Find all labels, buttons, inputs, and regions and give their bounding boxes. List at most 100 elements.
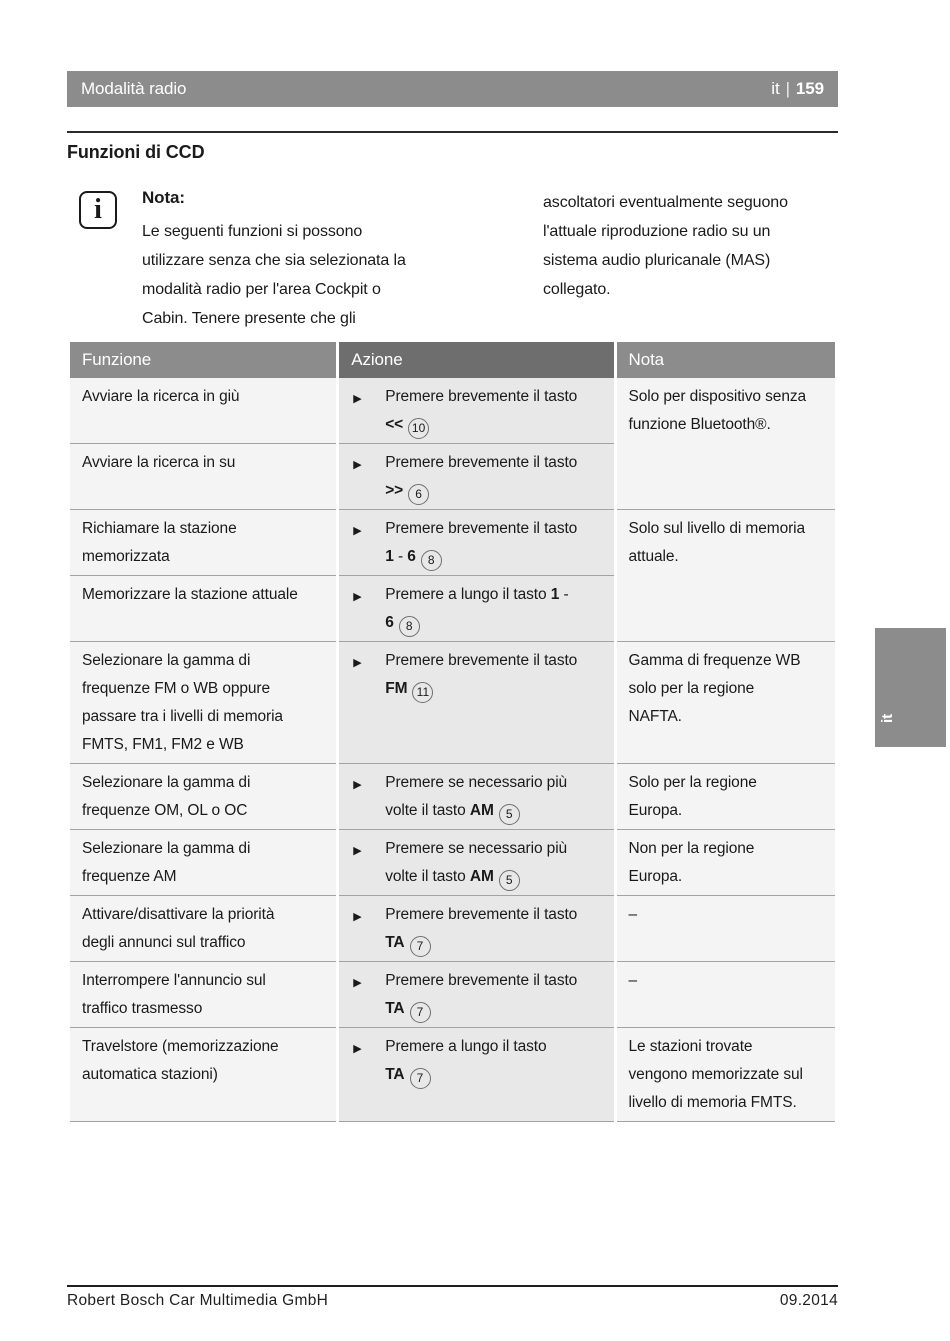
azione-content: ▶ Premere se necessario più volte il tasto… (353, 769, 601, 825)
key-label: 6 (385, 614, 394, 631)
funzione-cell: Selezionare la gamma di frequenze FM o W… (70, 642, 337, 764)
table-row: Memorizzare la stazione attuale ▶ Premere … (70, 576, 835, 642)
azione-text: Premere brevemente il tasto TA 7 (385, 967, 601, 1023)
table-row: Selezionare la gamma di frequenze FM o W… (70, 642, 835, 764)
action-bullet-icon: ▶ (353, 779, 362, 791)
table-row: Selezionare la gamma di frequenze OM, OL… (70, 764, 835, 830)
key-label: << (385, 416, 404, 433)
footer-date: 09.2014 (779, 1292, 838, 1309)
action-bullet-icon: ▶ (353, 977, 362, 989)
azione-content: ▶ Premere a lungo il tasto TA 7 (353, 1033, 601, 1089)
key-label: TA (385, 1000, 405, 1017)
action-bullet-icon: ▶ (353, 393, 362, 405)
funzione-cell: Interrompere l'annuncio sul traffico tra… (70, 962, 337, 1028)
table-header-row: Funzione Azione Nota (70, 342, 835, 378)
action-bullet-icon: ▶ (353, 911, 362, 923)
nota-cell: Non per la regione Europa. (616, 830, 835, 896)
header-rule (67, 131, 838, 133)
column-header-funzione: Funzione (70, 342, 337, 378)
table-row: Avviare la ricerca in giù ▶ Premere brevem… (70, 378, 835, 510)
azione-content: ▶ Premere brevemente il tasto TA 7 (353, 967, 601, 1023)
key-number-badge: 11 (412, 681, 434, 703)
info-icon: i (79, 191, 117, 229)
table-row: Selezionare la gamma di frequenze AM ▶ Pre… (70, 830, 835, 896)
azione-cell: ▶ Premere brevemente il tasto >> 6 (339, 444, 614, 510)
action-bullet-icon: ▶ (353, 657, 362, 669)
footer-company: Robert Bosch Car Multimedia GmbH (67, 1292, 329, 1309)
azione-text: Premere brevemente il tasto >> 6 (385, 449, 601, 505)
azione-content: ▶ Premere brevemente il tasto FM 11 (353, 647, 601, 703)
page-number: 159 (795, 79, 824, 98)
table-row: Attivare/disattivare la priorità degli a… (70, 896, 835, 962)
note-label: Nota: (142, 188, 185, 207)
key-label: 6 (407, 548, 416, 565)
page-footer: Robert Bosch Car Multimedia GmbH 09.2014 (67, 1292, 838, 1310)
key-number-badge: 10 (408, 417, 430, 439)
key-number-badge: 5 (498, 869, 520, 891)
funzione-cell: Attivare/disattivare la priorità degli a… (70, 896, 337, 962)
nota-cell: – (616, 896, 835, 962)
funzione-cell: Travelstore (memorizzazione automatica s… (70, 1028, 337, 1122)
key-label: 1 (385, 548, 394, 565)
page-info: it | 159 (771, 79, 824, 99)
key-label: TA (385, 1066, 405, 1083)
funzione-cell: Avviare la ricerca in giù (70, 378, 337, 444)
azione-cell: ▶ Premere se necessario più volte il tasto… (339, 830, 614, 896)
action-bullet-icon: ▶ (353, 591, 362, 603)
funzione-cell: Selezionare la gamma di frequenze OM, OL… (70, 764, 337, 830)
footer-rule (67, 1285, 838, 1287)
column-header-azione: Azione (339, 342, 614, 378)
action-bullet-icon: ▶ (353, 459, 362, 471)
nota-cell: Solo per dispositivo senza funzione Blue… (616, 378, 835, 510)
funzione-cell: Selezionare la gamma di frequenze AM (70, 830, 337, 896)
functions-table-wrap: Funzione Azione Nota Avviare la ricerca … (67, 342, 838, 1122)
key-label: >> (385, 482, 404, 499)
azione-text: Premere se necessario più volte il tasto … (385, 835, 601, 891)
action-bullet-icon: ▶ (353, 525, 362, 537)
azione-content: ▶ Premere brevemente il tasto TA 7 (353, 901, 601, 957)
funzione-cell: Avviare la ricerca in su (70, 444, 337, 510)
page-header-bar: Modalità radio it | 159 (67, 71, 838, 107)
azione-cell: ▶ Premere a lungo il tasto TA 7 (339, 1028, 614, 1122)
key-number-badge: 8 (398, 615, 420, 637)
funzione-cell: Memorizzare la stazione attuale (70, 576, 337, 642)
table-row: Richiamare la stazione memorizzata ▶ Preme… (70, 510, 835, 642)
page-info-separator: | (785, 79, 790, 98)
azione-text: Premere brevemente il tasto TA 7 (385, 901, 601, 957)
language-code: it (771, 79, 780, 98)
table-row: Avviare la ricerca in su ▶ Premere breveme… (70, 444, 835, 510)
azione-cell: ▶ Premere se necessario più volte il tasto… (339, 764, 614, 830)
azione-text: Premere a lungo il tasto TA 7 (385, 1033, 601, 1089)
nota-cell: Solo sul livello di memoria attuale. (616, 510, 835, 642)
key-label: 1 (550, 586, 560, 603)
key-number-badge: 7 (409, 1067, 431, 1089)
nota-cell: Solo per la regione Europa. (616, 764, 835, 830)
azione-content: ▶ Premere brevemente il tasto << 10 (353, 383, 601, 439)
key-label: TA (385, 934, 405, 951)
column-header-nota: Nota (616, 342, 835, 378)
key-number-badge: 7 (409, 1001, 431, 1023)
nota-cell: – (616, 962, 835, 1028)
functions-table: Funzione Azione Nota Avviare la ricerca … (67, 342, 838, 1122)
key-label: FM (385, 680, 408, 697)
key-number-badge: 8 (420, 549, 442, 571)
table-row: Interrompere l'annuncio sul traffico tra… (70, 962, 835, 1028)
language-thumb-tab: it (875, 628, 946, 747)
action-bullet-icon: ▶ (353, 845, 362, 857)
key-number-badge: 7 (409, 935, 431, 957)
section-title: Funzioni di CCD (67, 142, 205, 162)
azione-cell: ▶ Premere brevemente il tasto FM 11 (339, 642, 614, 764)
azione-cell: ▶ Premere brevemente il tasto TA 7 (339, 896, 614, 962)
key-number-badge: 6 (408, 483, 430, 505)
nota-cell: Gamma di frequenze WB solo per la region… (616, 642, 835, 764)
azione-content: ▶ Premere se necessario più volte il tasto… (353, 835, 601, 891)
azione-text: Premere brevemente il tasto << 10 (385, 383, 601, 439)
table-row: Travelstore (memorizzazione automatica s… (70, 1028, 835, 1122)
key-number-badge: 5 (498, 803, 520, 825)
info-icon-glyph: i (94, 194, 102, 225)
